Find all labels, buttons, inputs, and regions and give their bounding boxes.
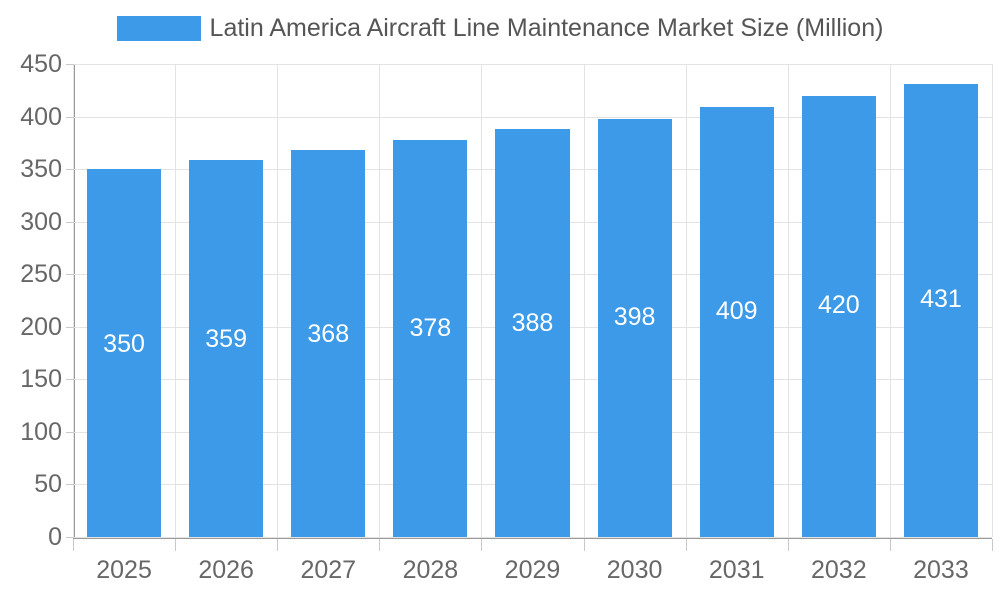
gridline-vertical [481, 64, 483, 537]
y-tick-mark [66, 484, 74, 486]
x-tick-label: 2031 [708, 556, 765, 584]
bar-value-label: 420 [817, 291, 860, 320]
bar-value-label: 350 [103, 329, 145, 358]
y-tick-label: 300 [20, 207, 62, 236]
bar[interactable] [903, 83, 978, 537]
y-tick-label: 0 [48, 523, 62, 551]
x-tick-mark [277, 539, 279, 551]
y-tick-mark [66, 274, 74, 276]
x-tick-label: 2032 [811, 556, 867, 584]
x-tick-mark [481, 539, 483, 551]
y-tick-mark [66, 431, 74, 433]
x-tick-mark [583, 539, 585, 551]
bar[interactable] [699, 107, 774, 537]
legend-label: Latin America Aircraft Line Maintenance … [209, 13, 884, 42]
y-tick-mark [66, 379, 74, 381]
x-tick-mark [175, 539, 177, 551]
x-tick-label: 2026 [198, 556, 254, 584]
x-tick-mark [787, 539, 789, 551]
y-tick-mark [66, 326, 74, 328]
gridline-vertical [992, 64, 993, 537]
legend-color-swatch [116, 15, 201, 41]
bar-value-label: 431 [920, 285, 962, 314]
y-tick-label: 400 [20, 102, 62, 131]
x-axis-line [73, 537, 992, 539]
gridline-vertical [583, 64, 585, 537]
y-tick-mark [66, 537, 74, 538]
gridline-vertical [787, 64, 789, 537]
x-tick-label: 2025 [96, 556, 152, 584]
chart-legend: Latin America Aircraft Line Maintenance … [0, 0, 1000, 56]
bar[interactable] [189, 159, 264, 537]
x-tick-label: 2030 [606, 556, 663, 584]
y-tick-label: 450 [20, 50, 62, 78]
y-tick-mark [66, 169, 74, 171]
gridline-vertical [277, 64, 279, 537]
x-tick-mark [889, 539, 891, 551]
bar-value-label: 368 [307, 319, 350, 348]
bar-value-label: 378 [409, 314, 452, 343]
bar[interactable] [291, 150, 366, 537]
gridline-vertical [889, 64, 891, 537]
bar[interactable] [87, 169, 162, 537]
x-tick-label: 2027 [300, 556, 357, 584]
bar[interactable] [393, 139, 468, 537]
bar[interactable] [801, 95, 876, 537]
gridline-horizontal [73, 537, 992, 538]
x-tick-mark [992, 539, 993, 551]
gridline-vertical [685, 64, 687, 537]
bar[interactable] [597, 118, 672, 537]
y-axis-line [73, 64, 75, 538]
x-tick-mark [379, 539, 381, 551]
y-tick-mark [66, 221, 74, 223]
bar-value-label: 398 [613, 303, 656, 332]
bar-value-label: 388 [511, 308, 554, 337]
y-tick-label: 100 [20, 417, 62, 446]
y-tick-mark [66, 64, 74, 65]
legend-item-0[interactable]: Latin America Aircraft Line Maintenance … [116, 13, 884, 42]
gridline-horizontal [73, 64, 992, 65]
x-tick-label: 2033 [913, 556, 969, 584]
x-tick-mark [685, 539, 687, 551]
x-tick-label: 2028 [402, 556, 459, 584]
bar-value-label: 359 [205, 324, 247, 353]
gridline-horizontal [73, 116, 992, 118]
x-tick-label: 2029 [504, 556, 561, 584]
gridline-vertical [379, 64, 381, 537]
bar[interactable] [495, 129, 570, 537]
y-tick-label: 250 [20, 260, 62, 289]
y-tick-label: 200 [20, 312, 62, 341]
y-tick-label: 150 [20, 365, 62, 394]
bar-value-label: 409 [715, 297, 758, 326]
gridline-vertical [175, 64, 177, 537]
y-tick-label: 50 [34, 470, 62, 499]
y-tick-label: 350 [20, 155, 62, 184]
gridline-vertical [73, 64, 74, 537]
x-tick-mark [73, 539, 74, 551]
y-tick-mark [66, 116, 74, 118]
